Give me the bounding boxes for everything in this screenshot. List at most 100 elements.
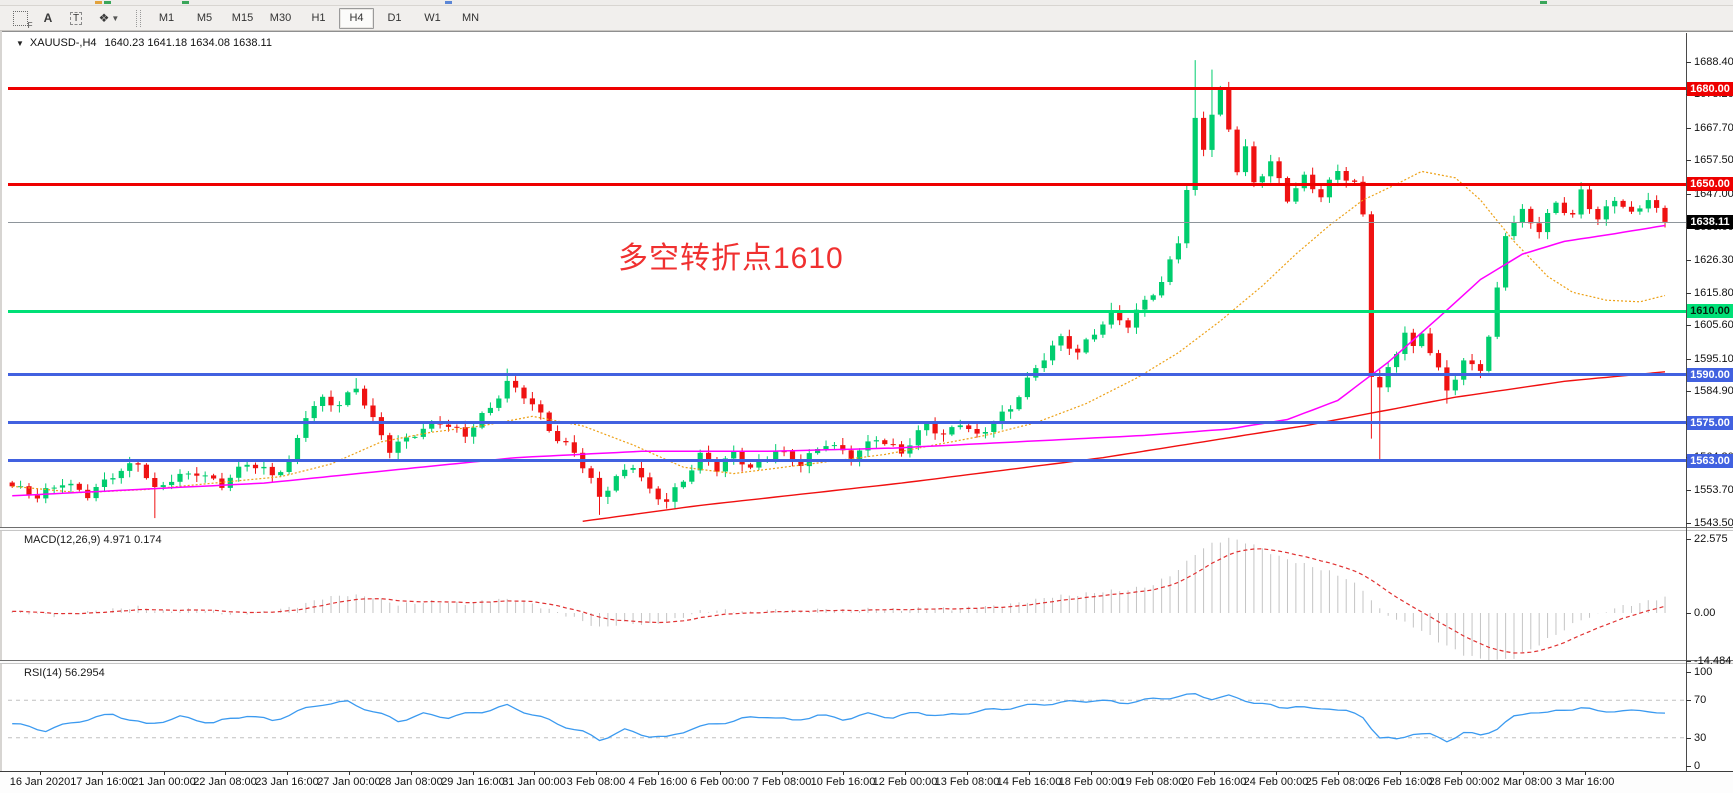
rsi-indicator-canvas[interactable] bbox=[0, 664, 1686, 771]
hline-1575.00[interactable] bbox=[8, 421, 1686, 424]
macd-tick-mark bbox=[1686, 661, 1691, 662]
hline-1610.00[interactable] bbox=[8, 310, 1686, 313]
rsi-tick-mark bbox=[1686, 738, 1691, 739]
time-tick-label: 24 Feb 00:00 bbox=[1243, 776, 1309, 788]
price-tick-label: 1615.80 bbox=[1694, 287, 1733, 299]
time-tick-mark bbox=[1338, 772, 1339, 775]
time-tick-label: 4 Feb 16:00 bbox=[628, 776, 688, 788]
timeframe-button-M5[interactable]: M5 bbox=[196, 11, 213, 24]
text-icon[interactable]: A bbox=[43, 11, 53, 25]
price-tick-mark bbox=[1686, 359, 1691, 360]
time-tick-label: 3 Feb 08:00 bbox=[566, 776, 626, 788]
time-tick-mark bbox=[349, 772, 350, 775]
time-tick-label: 25 Feb 08:00 bbox=[1305, 776, 1371, 788]
rsi-tick-mark bbox=[1686, 700, 1691, 701]
time-tick-label: 27 Jan 00:00 bbox=[317, 776, 381, 788]
rsi-tick-label: 0 bbox=[1694, 760, 1701, 772]
rsi-label: RSI(14) 56.2954 bbox=[24, 667, 105, 679]
hline-1680.00[interactable] bbox=[8, 87, 1686, 90]
time-tick-mark bbox=[1091, 772, 1092, 775]
time-scale[interactable]: 16 Jan 2020 17 Jan 16:00 21 Jan 00:00 22 Ja… bbox=[0, 771, 1733, 793]
time-tick-mark bbox=[473, 772, 474, 775]
time-tick-mark bbox=[658, 772, 659, 775]
window-border bbox=[0, 31, 1733, 32]
price-tag-1563.00: 1563.00 bbox=[1687, 454, 1733, 468]
timeframe-button-D1[interactable]: D1 bbox=[387, 11, 402, 24]
window-border-highlight bbox=[0, 32, 1733, 33]
timeframe-button-M30[interactable]: M30 bbox=[269, 11, 292, 24]
text-label-icon[interactable]: T bbox=[64, 9, 88, 28]
time-tick-mark bbox=[1152, 772, 1153, 775]
collapse-triangle-icon[interactable]: ▼ bbox=[16, 39, 24, 48]
symbol-period-label: XAUUSD-,H4 bbox=[29, 37, 97, 49]
chevron-down-icon[interactable]: ▼ bbox=[111, 13, 120, 23]
timeframe-button-H1[interactable]: H1 bbox=[311, 11, 326, 24]
ohlc-values: 1640.23 1641.18 1634.08 1638.11 bbox=[104, 37, 272, 49]
time-tick-label: 20 Feb 16:00 bbox=[1181, 776, 1247, 788]
price-tick-mark bbox=[1686, 62, 1691, 63]
timeframe-button-M1[interactable]: M1 bbox=[158, 11, 175, 24]
time-tick-label: 18 Feb 00:00 bbox=[1058, 776, 1124, 788]
time-tick-mark bbox=[225, 772, 226, 775]
time-tick-mark bbox=[1029, 772, 1030, 775]
price-tag-1650.00: 1650.00 bbox=[1687, 177, 1733, 191]
time-tick-label: 16 Jan 2020 bbox=[9, 776, 71, 788]
time-tick-label: 12 Feb 00:00 bbox=[872, 776, 938, 788]
time-tick-label: 6 Feb 00:00 bbox=[690, 776, 750, 788]
macd-tick-mark bbox=[1686, 539, 1691, 540]
timeframe-button-MN[interactable]: MN bbox=[461, 11, 480, 24]
timeframe-button-W1[interactable]: W1 bbox=[424, 11, 441, 24]
chart-text-annotation[interactable]: 多空转折点1610 bbox=[618, 242, 844, 275]
rsi-tick-mark bbox=[1686, 766, 1691, 767]
current-price-line bbox=[8, 222, 1686, 223]
price-chart-canvas[interactable] bbox=[0, 31, 1686, 527]
current-price-tag: 1638.11 bbox=[1687, 215, 1733, 229]
price-tick-mark bbox=[1686, 260, 1691, 261]
clipped-toolbar-row bbox=[0, 0, 1733, 6]
toolbar-grip[interactable] bbox=[136, 9, 141, 27]
time-tick-label: 13 Feb 08:00 bbox=[934, 776, 1000, 788]
rsi-tick-label: 30 bbox=[1694, 732, 1707, 744]
price-tick-mark bbox=[1686, 523, 1691, 524]
time-tick-mark bbox=[411, 772, 412, 775]
price-tick-label: 1595.10 bbox=[1694, 353, 1733, 365]
time-tick-label: 2 Mar 08:00 bbox=[1493, 776, 1553, 788]
macd-tick-label: -14.484 bbox=[1694, 655, 1732, 667]
fibonacci-icon[interactable]: F bbox=[8, 9, 33, 30]
time-tick-label: 21 Jan 00:00 bbox=[132, 776, 196, 788]
trendline-red bbox=[582, 371, 1666, 522]
macd-indicator-canvas[interactable] bbox=[0, 531, 1686, 660]
fibonacci-icon-glyph: F bbox=[12, 10, 33, 30]
time-tick-label: 7 Feb 08:00 bbox=[752, 776, 812, 788]
price-tick-label: 1647.00 bbox=[1694, 188, 1733, 200]
price-tick-label: 1657.50 bbox=[1694, 154, 1733, 166]
timeframe-button-H4[interactable]: H4 bbox=[339, 7, 374, 29]
price-tag-1680.00: 1680.00 bbox=[1687, 82, 1733, 96]
shapes-icon[interactable]: ❖ ▼ bbox=[92, 9, 126, 28]
timeframe-button-group: M1 M5 M15 M30 H1 H4 D1 W1 MN bbox=[149, 7, 491, 29]
charts-toolbar: F A T ❖ ▼ M1 M5 M15 M30 H1 H4 D1 W1 MN bbox=[0, 6, 1733, 31]
chart-title: ▼ XAUUSD-,H4 1640.23 1641.18 1634.08 1638.… bbox=[16, 37, 272, 49]
ma-fast-orange bbox=[12, 170, 1666, 494]
price-tick-label: 1688.40 bbox=[1694, 56, 1733, 68]
hline-1563.00[interactable] bbox=[8, 459, 1686, 462]
time-tick-mark bbox=[164, 772, 165, 775]
hline-1590.00[interactable] bbox=[8, 373, 1686, 376]
time-tick-label: 26 Feb 16:00 bbox=[1367, 776, 1433, 788]
time-tick-mark bbox=[1400, 772, 1401, 775]
price-tick-label: 1626.30 bbox=[1694, 254, 1733, 266]
timeframe-button-M15[interactable]: M15 bbox=[231, 11, 254, 24]
price-tag-1575.00: 1575.00 bbox=[1687, 416, 1733, 430]
time-tick-mark bbox=[1523, 772, 1524, 775]
price-tick-mark bbox=[1686, 490, 1691, 491]
price-tick-label: 1667.70 bbox=[1694, 122, 1733, 134]
macd-tick-label: 22.575 bbox=[1694, 533, 1728, 545]
hline-1650.00[interactable] bbox=[8, 183, 1686, 186]
time-tick-mark bbox=[1276, 772, 1277, 775]
time-tick-mark bbox=[1461, 772, 1462, 775]
clipped-toolbar-fragment bbox=[445, 1, 452, 4]
macd-tick-mark bbox=[1686, 613, 1691, 614]
rsi-tick-mark bbox=[1686, 672, 1691, 673]
price-tick-label: 1543.50 bbox=[1694, 517, 1733, 529]
